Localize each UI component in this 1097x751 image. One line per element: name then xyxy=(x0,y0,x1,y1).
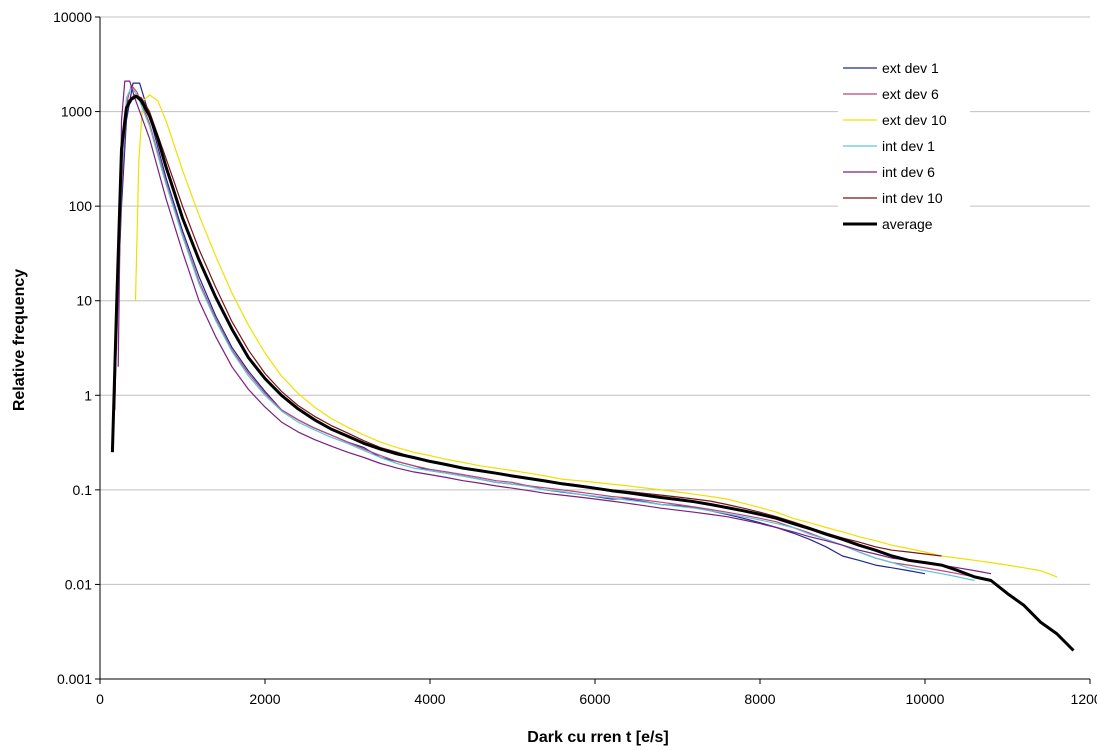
series-line-ext-dev-1 xyxy=(112,82,926,575)
series-lines xyxy=(110,80,1075,652)
y-tick-label: 0.001 xyxy=(57,671,92,687)
x-tick-label: 10000 xyxy=(906,691,945,707)
x-tick-label: 12000 xyxy=(1071,691,1097,707)
legend: ext dev 1 ext dev 6 ext dev 10 int dev 1 int… xyxy=(838,52,970,238)
legend-box xyxy=(838,52,970,238)
series-line-int-dev-1 xyxy=(115,86,975,582)
x-tick-labels: 0 2000 4000 6000 8000 10000 12000 xyxy=(96,679,1097,707)
x-tick-label: 6000 xyxy=(579,691,610,707)
x-tick-label: 2000 xyxy=(249,691,280,707)
y-tick-label: 1 xyxy=(84,387,92,403)
series-line-ext-dev-10 xyxy=(134,94,1058,578)
y-tick-label: 0.1 xyxy=(73,482,93,498)
legend-label: average xyxy=(882,216,933,232)
y-axis-label: Relative frequency xyxy=(11,269,28,411)
legend-label: int dev 1 xyxy=(882,138,935,154)
y-tick-label: 100 xyxy=(69,198,93,214)
y-tick-label: 10000 xyxy=(53,9,92,25)
legend-label: ext dev 1 xyxy=(882,60,939,76)
legend-label: int dev 6 xyxy=(882,164,935,180)
legend-label: int dev 10 xyxy=(882,190,943,206)
x-tick-label: 0 xyxy=(96,691,104,707)
x-tick-label: 8000 xyxy=(744,691,775,707)
x-tick-label: 4000 xyxy=(414,691,445,707)
y-tick-label: 10 xyxy=(76,293,92,309)
series-line-average xyxy=(110,94,1075,652)
x-axis-label: Dark cu rren t [e/s] xyxy=(527,729,668,746)
y-tick-labels: 0.001 0.01 0.1 1 10 100 1000 10000 xyxy=(53,9,100,687)
y-tick-label: 0.01 xyxy=(65,576,92,592)
series-line-int-dev-6 xyxy=(117,80,992,575)
legend-label: ext dev 6 xyxy=(882,86,939,102)
legend-label: ext dev 10 xyxy=(882,112,947,128)
y-tick-label: 1000 xyxy=(61,104,92,120)
